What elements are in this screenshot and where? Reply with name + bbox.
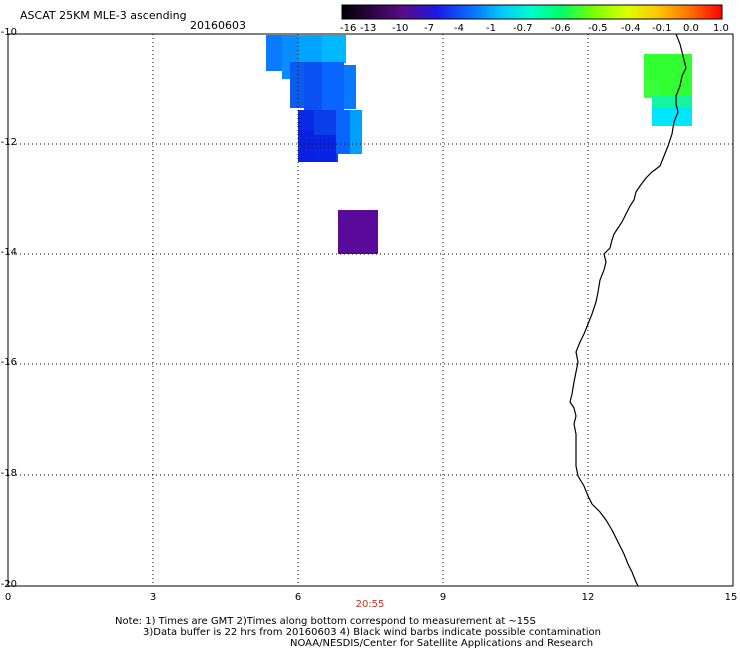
colorbar-label: -4 (454, 23, 464, 34)
note-line-3: NOAA/NESDIS/Center for Satellite Applica… (290, 638, 594, 649)
y-tick-label: -18 (0, 468, 17, 479)
data-swaths (266, 35, 692, 254)
colorbar-label: 1.0 (713, 23, 729, 34)
y-tick-label: -14 (0, 247, 17, 258)
colorbar-label: -16 (340, 23, 357, 34)
colorbar (341, 4, 723, 20)
grid-lines (8, 34, 733, 586)
colorbar-label: -0.4 (621, 23, 641, 34)
coastline (569, 33, 687, 587)
y-tick-label: -12 (0, 137, 17, 148)
note-line-2: 3)Data buffer is 22 hrs from 20160603 4)… (143, 627, 601, 638)
x-tick-label: 9 (439, 592, 447, 603)
x-tick-label: 3 (149, 592, 157, 603)
colorbar-label: -7 (424, 23, 434, 34)
x-tick-label: 6 (294, 592, 302, 603)
y-tick-label: -16 (0, 357, 17, 368)
map-title: ASCAT 25KM MLE-3 ascending (20, 9, 187, 22)
colorbar-label: -0.1 (652, 23, 672, 34)
colorbar-label: -1 (486, 23, 496, 34)
x-tick-label: 12 (581, 592, 595, 603)
colorbar-label: -13 (360, 23, 377, 34)
colorbar-label: 0.0 (683, 23, 699, 34)
colorbar-label: -0.6 (551, 23, 571, 34)
colorbar-label: -10 (392, 23, 409, 34)
plot-frame (7, 33, 734, 587)
map-date: 20160603 (190, 19, 246, 32)
colorbar-label: -0.7 (513, 23, 533, 34)
note-line-1: Note: 1) Times are GMT 2)Times along bot… (115, 616, 536, 627)
x-tick-label: 15 (724, 592, 738, 603)
pass-time-label: 20:55 (355, 599, 385, 610)
colorbar-label: -0.5 (588, 23, 608, 34)
y-tick-label: -10 (0, 27, 17, 38)
x-tick-label: 0 (4, 592, 12, 603)
y-tick-label: -20 (0, 579, 17, 590)
